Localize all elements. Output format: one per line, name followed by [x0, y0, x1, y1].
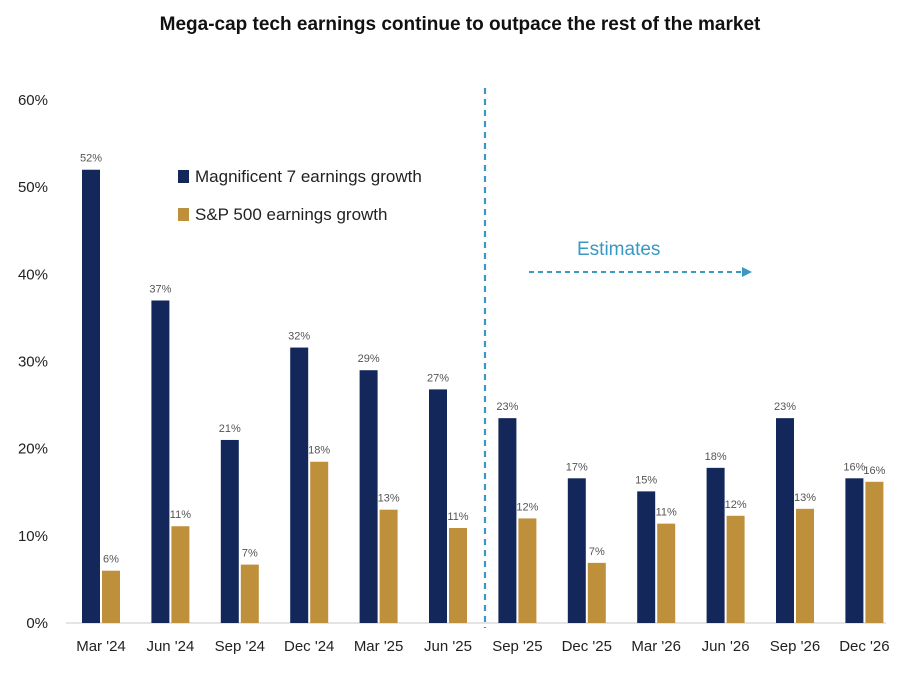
y-tick-label: 60% — [18, 92, 48, 109]
legend-label-sp500: S&P 500 earnings growth — [195, 205, 387, 224]
x-tick-label: Sep '26 — [770, 638, 820, 655]
data-label-mag7: 16% — [843, 461, 865, 473]
bar-mag7 — [845, 478, 864, 623]
estimates-arrow-head-icon — [742, 267, 752, 277]
data-label-mag7: 52% — [80, 153, 102, 165]
data-label-sp500: 12% — [516, 501, 538, 513]
x-tick-label: Mar '24 — [76, 638, 126, 655]
bar-mag7 — [359, 370, 378, 623]
legend-swatch-mag7 — [178, 170, 189, 183]
y-tick-label: 20% — [18, 441, 48, 458]
bar-sp500 — [587, 562, 606, 623]
bar-mag7 — [498, 418, 517, 623]
chart-title: Mega-cap tech earnings continue to outpa… — [160, 14, 761, 35]
bar-sp500 — [726, 515, 745, 623]
data-label-sp500: 7% — [589, 546, 605, 558]
x-tick-label: Jun '24 — [146, 638, 194, 655]
data-label-sp500: 11% — [170, 509, 191, 521]
estimates-label: Estimates — [577, 239, 660, 260]
x-tick-label: Dec '25 — [562, 638, 612, 655]
data-label-mag7: 23% — [774, 401, 796, 413]
x-tick-label: Dec '26 — [839, 638, 889, 655]
bar-mag7 — [567, 478, 586, 623]
bar-sp500 — [865, 481, 884, 623]
bar-mag7 — [776, 418, 794, 623]
data-label-sp500: 6% — [103, 554, 119, 566]
bar-sp500 — [657, 523, 676, 623]
data-label-mag7: 21% — [219, 423, 241, 435]
y-tick-label: 40% — [18, 266, 48, 283]
bar-sp500 — [518, 518, 537, 623]
legend-swatch-sp500 — [178, 208, 189, 221]
y-tick-label: 10% — [18, 528, 48, 545]
x-tick-label: Dec '24 — [284, 638, 334, 655]
data-label-sp500: 13% — [794, 492, 816, 504]
x-tick-label: Mar '26 — [631, 638, 681, 655]
y-tick-label: 0% — [26, 615, 48, 632]
bar-mag7 — [429, 389, 447, 623]
bar-sp500 — [310, 461, 329, 623]
data-label-mag7: 32% — [288, 331, 310, 343]
bar-sp500 — [379, 509, 398, 623]
bar-mag7 — [151, 300, 170, 623]
bar-sp500 — [240, 564, 259, 623]
data-label-sp500: 18% — [308, 445, 330, 457]
bar-mag7 — [220, 439, 239, 623]
y-axis: 0% 10% 20% 30% 40% 50% 60% — [18, 92, 48, 632]
estimates-annotation: Estimates — [483, 88, 752, 628]
bar-mag7 — [82, 169, 100, 623]
data-label-sp500: 13% — [378, 493, 400, 505]
data-label-sp500: 11% — [656, 507, 677, 519]
bar-mag7 — [637, 491, 656, 623]
data-label-mag7: 18% — [705, 451, 727, 463]
data-label-mag7: 15% — [635, 474, 657, 486]
data-label-mag7: 17% — [566, 461, 588, 473]
data-labels: 52% 6% 37% 11% 21% 7% 32% 18% 29% 13% 27% 11% 23% 12%… — [80, 153, 886, 566]
data-label-mag7: 27% — [427, 372, 449, 384]
bar-mag7 — [290, 347, 309, 623]
x-tick-label: Jun '26 — [702, 638, 750, 655]
bar-sp500 — [102, 570, 120, 623]
legend: Magnificent 7 earnings growth S&P 500 ea… — [178, 167, 422, 224]
bar-sp500 — [171, 526, 190, 623]
data-label-sp500: 7% — [242, 548, 258, 560]
data-label-mag7: 29% — [358, 353, 380, 365]
bar-mag7 — [706, 467, 725, 623]
legend-label-mag7: Magnificent 7 earnings growth — [195, 167, 422, 186]
data-label-sp500: 16% — [863, 465, 885, 477]
bar-sp500 — [796, 508, 814, 623]
data-label-sp500: 11% — [447, 511, 468, 523]
y-tick-label: 30% — [18, 354, 48, 371]
x-tick-label: Jun '25 — [424, 638, 472, 655]
bars — [82, 169, 884, 623]
x-axis: Mar '24 Jun '24 Sep '24 Dec '24 Mar '25 Jun '… — [66, 622, 890, 655]
x-tick-label: Mar '25 — [354, 638, 404, 655]
data-label-sp500: 12% — [725, 499, 747, 511]
bar-sp500 — [449, 527, 467, 623]
x-tick-label: Sep '25 — [492, 638, 542, 655]
x-tick-label: Sep '24 — [215, 638, 265, 655]
data-label-mag7: 37% — [149, 283, 171, 295]
y-tick-label: 50% — [18, 179, 48, 196]
data-label-mag7: 23% — [496, 401, 518, 413]
